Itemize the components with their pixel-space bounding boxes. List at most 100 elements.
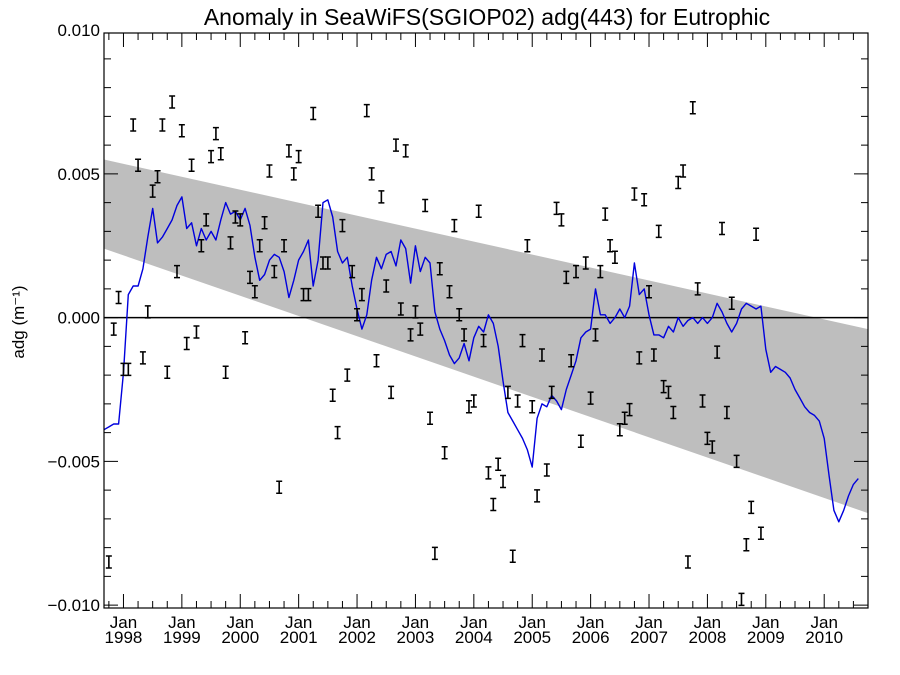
errorbar-point-91: [548, 385, 555, 400]
errorbar-point-116: [670, 405, 677, 420]
x-tick-label-year: 2003: [397, 628, 435, 647]
errorbar-point-23: [217, 146, 224, 161]
errorbar-point-113: [655, 224, 662, 239]
errorbar-point-65: [422, 198, 429, 213]
errorbar-point-56: [378, 190, 385, 204]
errorbar-point-32: [261, 215, 268, 230]
x-tick-label-month: Jan: [343, 613, 370, 632]
errorbar-point-104: [611, 250, 618, 265]
errorbar-point-39: [295, 149, 302, 164]
errorbar-point-84: [514, 394, 521, 408]
errorbar-point-134: [757, 526, 764, 541]
errorbar-point-101: [597, 264, 604, 279]
errorbar-point-102: [602, 207, 609, 221]
errorbar-point-28: [242, 330, 249, 345]
errorbar-point-5: [130, 118, 137, 132]
x-tick-label-month: Jan: [577, 613, 604, 632]
x-tick-label-year: 2008: [688, 628, 726, 647]
errorbar-point-36: [281, 238, 288, 253]
errorbar-point-121: [694, 282, 701, 296]
errorbar-point-4: [125, 362, 132, 377]
errorbar-point-64: [417, 322, 424, 336]
errorbar-point-89: [538, 348, 545, 362]
errorbar-point-27: [237, 213, 244, 227]
x-tick-label-month: Jan: [227, 613, 254, 632]
x-tick-label-year: 2004: [455, 628, 493, 647]
errorbar-point-72: [456, 307, 463, 322]
y-tick-label: −0.010: [48, 596, 100, 615]
errorbar-point-68: [436, 261, 443, 276]
plot-frame: [103, 32, 869, 609]
errorbar-series-1: [105, 95, 764, 607]
errorbar-point-80: [495, 457, 502, 472]
errorbar-point-67: [431, 546, 438, 561]
errorbar-point-38: [290, 167, 297, 181]
errorbar-point-15: [178, 123, 185, 138]
x-tick-label-month: Jan: [402, 613, 429, 632]
errorbar-point-75: [470, 394, 477, 408]
errorbar-point-112: [650, 348, 657, 362]
errorbar-point-12: [164, 365, 171, 380]
errorbar-point-70: [446, 284, 453, 299]
errorbar-point-82: [504, 385, 511, 400]
errorbar-point-31: [256, 238, 263, 253]
trend-band: [104, 159, 868, 514]
x-tick-label-month: Jan: [168, 613, 195, 632]
errorbar-point-76: [475, 204, 482, 219]
x-tick-label-year: 2006: [572, 628, 610, 647]
errorbar-point-16: [183, 336, 190, 351]
errorbar-point-21: [208, 149, 215, 164]
errorbar-point-26: [232, 210, 239, 224]
errorbar-point-54: [368, 167, 375, 181]
errorbar-point-53: [363, 103, 370, 118]
errorbar-point-58: [388, 385, 395, 400]
errorbar-point-128: [728, 296, 735, 311]
errorbar-point-111: [646, 284, 653, 299]
x-tick-label-year: 2000: [221, 628, 259, 647]
errorbar-point-1: [110, 322, 117, 336]
x-tick-label-month: Jan: [460, 613, 487, 632]
errorbar-point-81: [500, 474, 507, 489]
errorbar-point-98: [582, 256, 589, 270]
x-tick-label-year: 2007: [630, 628, 668, 647]
chart-title: Anomaly in SeaWiFS(SGIOP02) adg(443) for…: [204, 4, 770, 30]
errorbar-point-96: [573, 264, 580, 279]
errorbar-point-85: [519, 333, 526, 348]
errorbar-point-126: [719, 221, 726, 236]
errorbar-point-9: [149, 184, 156, 198]
errorbar-point-120: [689, 100, 696, 115]
errorbar-point-33: [266, 164, 273, 178]
errorbar-point-127: [723, 405, 730, 420]
plot-area: [103, 95, 868, 607]
x-tick-label-month: Jan: [810, 613, 837, 632]
errorbar-point-59: [392, 138, 399, 152]
errorbar-point-110: [641, 192, 648, 207]
errorbar-point-69: [441, 445, 448, 460]
errorbar-point-13: [169, 95, 176, 109]
x-tick-label-year: 2001: [280, 628, 318, 647]
errorbar-point-114: [660, 379, 667, 394]
errorbar-point-83: [509, 549, 516, 564]
errorbar-point-0: [105, 555, 112, 569]
errorbar-point-97: [577, 434, 584, 449]
errorbar-point-93: [558, 213, 565, 227]
errorbar-point-71: [451, 218, 458, 233]
errorbar-point-19: [198, 238, 205, 253]
x-tick-label-month: Jan: [752, 613, 779, 632]
errorbar-point-18: [193, 325, 200, 339]
errorbar-point-109: [636, 351, 643, 365]
x-tick-label-month: Jan: [694, 613, 721, 632]
errorbar-point-77: [480, 333, 487, 348]
errorbar-point-118: [680, 164, 687, 178]
errorbar-point-55: [373, 353, 380, 368]
errorbar-point-66: [427, 411, 434, 426]
errorbar-point-42: [310, 106, 317, 121]
x-tick-label-month: Jan: [285, 613, 312, 632]
errorbar-point-119: [684, 555, 691, 569]
x-tick-label-year: 2010: [805, 628, 843, 647]
errorbar-point-49: [344, 368, 351, 382]
errorbar-point-47: [334, 425, 341, 440]
y-tick-label: 0.005: [57, 165, 100, 184]
errorbar-point-57: [383, 279, 390, 293]
errorbar-point-46: [329, 388, 336, 403]
